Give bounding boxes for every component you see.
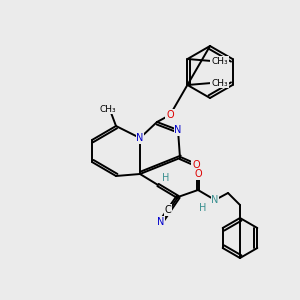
Text: CH₃: CH₃ (211, 79, 228, 88)
Text: C: C (165, 205, 171, 215)
Text: O: O (194, 169, 202, 179)
Text: H: H (162, 173, 170, 183)
Text: N: N (136, 133, 144, 143)
Text: N: N (211, 195, 219, 205)
Text: CH₃: CH₃ (211, 56, 228, 65)
Text: O: O (192, 160, 200, 170)
Text: CH₃: CH₃ (100, 104, 116, 113)
Text: O: O (166, 110, 174, 120)
Text: N: N (157, 217, 165, 227)
Text: N: N (174, 125, 182, 135)
Text: H: H (199, 203, 207, 213)
